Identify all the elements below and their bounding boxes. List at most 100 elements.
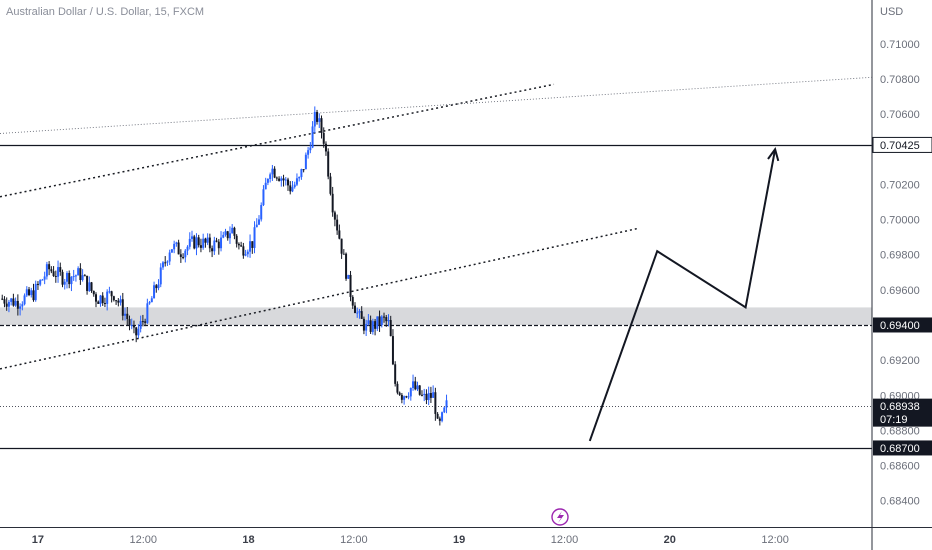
candle xyxy=(199,238,202,253)
x-tick-label: 12:00 xyxy=(340,534,368,546)
candle xyxy=(376,316,379,332)
candle xyxy=(99,294,102,307)
candle xyxy=(280,176,283,187)
candle xyxy=(222,231,225,239)
candle xyxy=(170,249,173,253)
y-tick-label: 0.68400 xyxy=(880,496,920,508)
candle xyxy=(161,261,164,270)
candle xyxy=(429,386,432,403)
candle xyxy=(289,181,292,195)
chart-title: Australian Dollar / U.S. Dollar, 15, FXC… xyxy=(6,6,204,18)
candle xyxy=(369,315,372,334)
trendline-3[interactable] xyxy=(0,227,639,370)
candle xyxy=(394,361,397,387)
price-axis[interactable]: 0.71000 0.70800 0.70600 0.70200 0.70000 0.698… xyxy=(880,39,920,508)
candle xyxy=(72,269,75,281)
trendline-1[interactable] xyxy=(0,83,555,198)
candle xyxy=(121,292,124,321)
support-zone xyxy=(0,307,872,325)
candle xyxy=(345,252,348,281)
candle xyxy=(342,249,345,255)
candle xyxy=(443,406,446,414)
candle xyxy=(311,121,314,149)
candle xyxy=(445,394,448,414)
candle xyxy=(398,391,401,396)
candle xyxy=(351,295,354,309)
candle xyxy=(213,236,216,255)
candle xyxy=(175,241,178,247)
projection-line[interactable] xyxy=(588,149,777,442)
candle xyxy=(329,172,332,196)
candle xyxy=(70,276,73,292)
candle xyxy=(90,281,93,293)
candle xyxy=(7,299,10,313)
candle xyxy=(318,113,321,128)
candle xyxy=(383,312,386,323)
candle xyxy=(119,295,122,306)
candle xyxy=(367,314,370,326)
candle xyxy=(74,274,77,282)
candle xyxy=(420,390,423,397)
candle xyxy=(347,274,350,279)
candle xyxy=(380,315,383,328)
y-tick-label: 0.69600 xyxy=(880,285,920,297)
candle xyxy=(81,269,84,282)
candle xyxy=(228,226,231,244)
candle xyxy=(10,297,13,306)
candle xyxy=(353,302,356,314)
candle xyxy=(115,299,118,305)
candle xyxy=(54,270,57,283)
candle xyxy=(316,109,319,125)
candle xyxy=(324,141,327,156)
candle xyxy=(304,152,307,170)
candle xyxy=(309,141,312,154)
candle xyxy=(186,245,189,256)
candle xyxy=(59,262,62,276)
candle xyxy=(86,275,89,295)
candle xyxy=(385,314,388,327)
candle xyxy=(124,307,127,321)
y-tick-label: 0.70200 xyxy=(880,179,920,191)
candle xyxy=(327,148,330,180)
candle xyxy=(307,147,310,159)
candle xyxy=(126,306,129,326)
candle xyxy=(208,233,211,253)
candle xyxy=(220,231,223,252)
candle xyxy=(101,292,104,306)
trendline-2[interactable] xyxy=(0,76,873,134)
candle xyxy=(12,293,15,307)
time-axis[interactable]: 17 12:00 18 12:00 19 12:00 20 12:00 xyxy=(32,534,789,546)
candle xyxy=(320,115,323,139)
trendlines xyxy=(0,76,873,370)
candle xyxy=(144,318,147,327)
candle xyxy=(28,286,31,297)
x-tick-label: 12:00 xyxy=(129,534,157,546)
candle xyxy=(191,230,194,242)
candle xyxy=(271,164,274,181)
candle xyxy=(387,314,390,327)
candle xyxy=(338,224,341,240)
candle xyxy=(132,320,135,334)
candle xyxy=(16,294,19,316)
candle xyxy=(273,166,276,179)
candle xyxy=(432,385,435,398)
y-tick-label: 0.70000 xyxy=(880,215,920,227)
candle xyxy=(23,293,26,306)
candle xyxy=(264,177,267,190)
price-tag-label: 0.70425 xyxy=(880,140,920,152)
candle xyxy=(287,177,290,191)
candle xyxy=(224,228,227,237)
candle xyxy=(407,392,410,400)
candle xyxy=(269,172,272,183)
candle xyxy=(257,215,260,226)
candle xyxy=(164,256,167,267)
candle xyxy=(150,296,153,303)
candle xyxy=(202,233,205,250)
candle xyxy=(141,314,144,327)
event-marker-icon[interactable] xyxy=(551,508,569,526)
candle xyxy=(184,249,187,263)
projection-arrowhead xyxy=(767,147,780,162)
candle xyxy=(14,297,17,307)
y-tick-label: 0.70800 xyxy=(880,74,920,86)
